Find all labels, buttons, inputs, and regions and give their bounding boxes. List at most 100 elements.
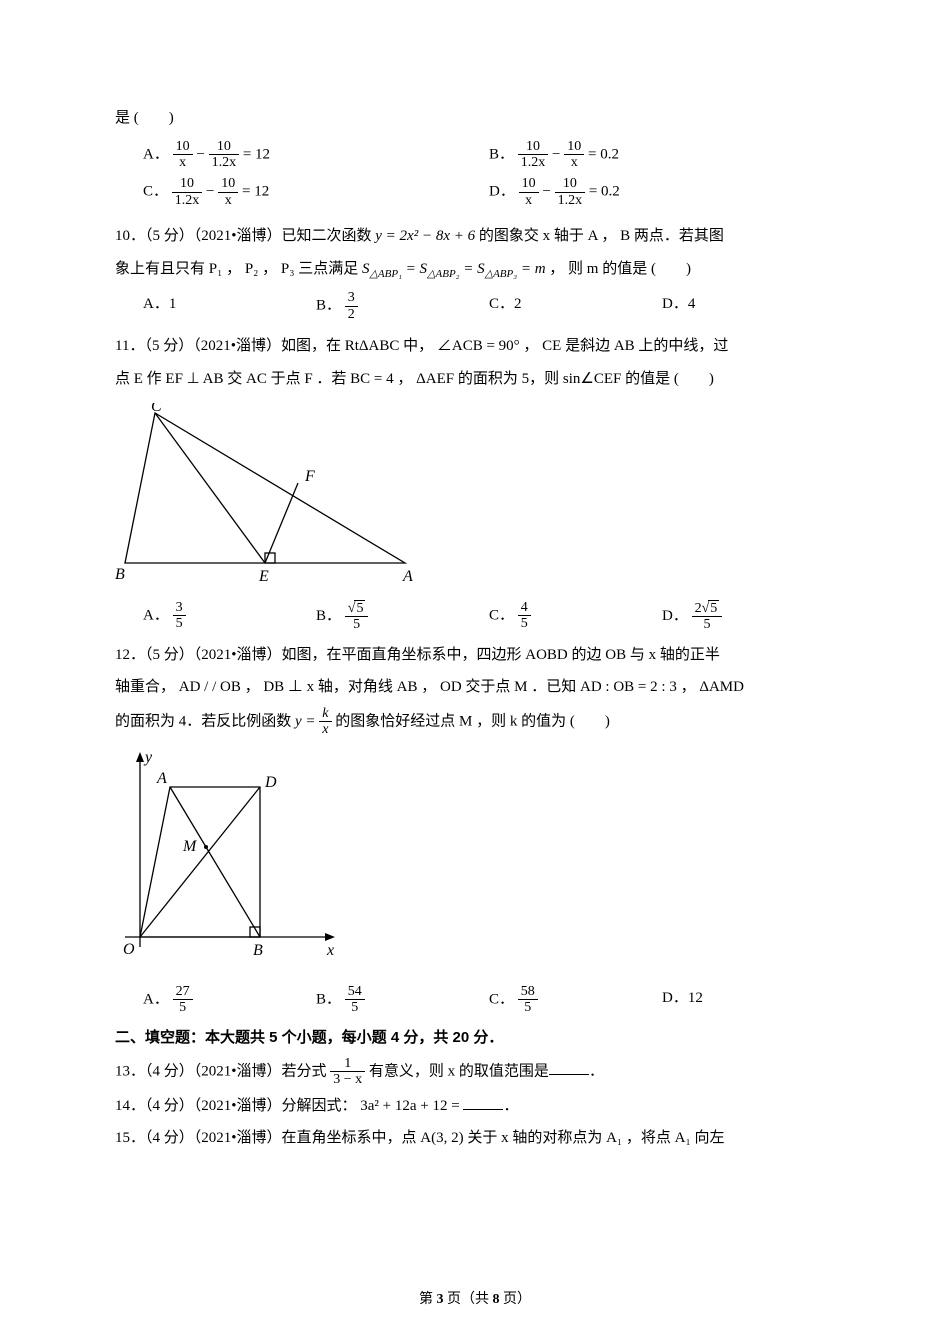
q11-opt-b: B． 55	[316, 600, 489, 633]
footer-c: 页（共	[444, 1292, 493, 1307]
q10-l2b: ， 则 m 的值是 ( )	[546, 261, 691, 277]
q10-line2: 象上有且只有 P₁ ， P₂ ， P₃ 三点满足 S△ABP₁ = S△ABP₂…	[115, 255, 835, 285]
q12-l3b: 的图象恰好经过点 M ，则 k 的值为 ( )	[332, 713, 610, 729]
q12-label-o: O	[123, 941, 135, 958]
q12-point-m	[204, 845, 208, 849]
q10-opt-b: B． 32	[316, 290, 489, 322]
q12-a-den: 5	[173, 999, 193, 1015]
q12-opt-a: A． 275	[143, 984, 316, 1016]
q9-d-rhs: = 0.2	[589, 184, 620, 200]
q10-b-den: 2	[345, 306, 358, 322]
q9-a-n1: 10	[173, 139, 193, 154]
q11-d-coeff: 2	[695, 601, 702, 616]
q15-line: 15．（4 分）（2021•淄博）在直角坐标系中，点 A(3, 2) 关于 x …	[115, 1124, 835, 1153]
q12-figure: y x O A D M B	[115, 747, 835, 978]
page-footer: 第 3 页（共 8 页）	[0, 1287, 950, 1314]
q11-label-c: C	[151, 403, 162, 415]
q9-a-d1: x	[173, 154, 193, 170]
q10-options: A．1 B． 32 C．2 D．4	[143, 290, 835, 322]
q9-b-n2: 10	[564, 139, 584, 154]
q10-l1a: 10．（5 分）（2021•淄博）已知二次函数	[115, 228, 375, 244]
q11-c-den: 5	[518, 615, 531, 631]
q12-label-y: y	[143, 749, 153, 766]
q9-opt-c: C． 101.2x − 10x = 12	[143, 176, 489, 208]
q12-line1: 12．（5 分）（2021•淄博）如图，在平面直角坐标系中，四边形 AOBD 的…	[115, 641, 835, 670]
q13-num: 1	[330, 1056, 365, 1071]
section2-heading: 二、填空题：本大题共 5 个小题，每小题 4 分，共 20 分．	[115, 1024, 835, 1053]
q9-b-label: B．	[489, 146, 514, 162]
q9-b-d2: x	[564, 154, 584, 170]
q11-opt-c: C． 45	[489, 600, 662, 633]
q9-c-d2: x	[218, 192, 238, 208]
q10-b-label: B．	[316, 298, 341, 314]
q11-label-a: A	[402, 568, 413, 583]
q11-d-label: D．	[662, 608, 688, 624]
footer-e: 页）	[500, 1292, 532, 1307]
q12-label-b: B	[253, 942, 263, 959]
footer-total: 8	[493, 1292, 500, 1307]
q9-c-d1: 1.2x	[172, 192, 203, 208]
q12-a-label: A．	[143, 991, 169, 1007]
q12-line2: 轴重合， AD / / OB ， DB ⊥ x 轴，对角线 AB ， OD 交于…	[115, 673, 835, 702]
q11-c-label: C．	[489, 607, 514, 623]
q12-c-den: 5	[518, 999, 538, 1015]
q12-l3a: 的面积为 4．若反比例函数	[115, 713, 295, 729]
q12-coord-svg: y x O A D M B	[115, 747, 345, 967]
q11-a-label: A．	[143, 607, 169, 623]
q10-eq2: S△ABP₁ = S△ABP₂ = S△ABP₃ = m	[362, 261, 546, 277]
q9-c-n2: 10	[218, 176, 238, 191]
q12-b-label: B．	[316, 991, 341, 1007]
q11-a-num: 3	[173, 600, 186, 615]
q11-b-label: B．	[316, 608, 341, 624]
q12-label-x: x	[326, 942, 334, 959]
q9-row1: A． 10x − 101.2x = 12 B． 101.2x − 10x = 0…	[143, 139, 835, 171]
q10-opt-d: D．4	[662, 290, 835, 322]
q9-a-label: A．	[143, 146, 169, 162]
q12-opt-c: C． 585	[489, 984, 662, 1016]
q9-stem-tail: 是 ( )	[115, 104, 835, 133]
q12-eq-num: k	[319, 706, 331, 721]
q11-a-den: 5	[173, 615, 186, 631]
q12-label-m: M	[182, 838, 198, 855]
q12-c-label: C．	[489, 991, 514, 1007]
q11-b-sqrt: 5	[354, 600, 365, 616]
q12-b-num: 54	[345, 984, 365, 999]
q9-opt-b: B． 101.2x − 10x = 0.2	[489, 139, 835, 171]
q10-b-num: 3	[345, 290, 358, 305]
q12-label-a: A	[156, 770, 167, 787]
q12-eq-pre: y =	[295, 713, 319, 729]
q12-b-den: 5	[345, 999, 365, 1015]
q9-c-n1: 10	[172, 176, 203, 191]
q11-c-num: 4	[518, 600, 531, 615]
q9-opt-a: A． 10x − 101.2x = 12	[143, 139, 489, 171]
q9-opt-d: D． 10x − 101.2x = 0.2	[489, 176, 835, 208]
q12-options: A． 275 B． 545 C． 585 D．12	[143, 984, 835, 1016]
q11-line2: 点 E 作 EF ⊥ AB 交 AC 于点 F ．若 BC = 4 ， ΔAEF…	[115, 365, 835, 394]
q10-opt-a: A．1	[143, 290, 316, 322]
footer-a: 第	[419, 1292, 437, 1307]
q10-line1: 10．（5 分）（2021•淄博）已知二次函数 y = 2x² − 8x + 6…	[115, 222, 835, 251]
q14-blank	[463, 1094, 503, 1110]
q11-line1: 11．（5 分）（2021•淄博）如图，在 RtΔABC 中， ∠ACB = 9…	[115, 332, 835, 361]
q12-a-num: 27	[173, 984, 193, 999]
q11-label-b: B	[115, 566, 125, 583]
q12-opt-d: D．12	[662, 984, 835, 1016]
q10-eq1: y = 2x² − 8x + 6	[375, 228, 475, 244]
q11-d-sqrt: 5	[708, 600, 719, 616]
q13-blank	[549, 1059, 589, 1075]
q10-l2a: 象上有且只有 P₁ ， P₂ ， P₃ 三点满足	[115, 261, 362, 277]
q13-a: 13．（4 分）（2021•淄博）若分式	[115, 1063, 330, 1079]
q13-den: 3 − x	[330, 1071, 365, 1087]
q11-d-num: 25	[692, 600, 723, 616]
q9-d-label: D．	[489, 184, 515, 200]
q11-figure: C B E A F	[115, 403, 835, 594]
q9-row2: C． 101.2x − 10x = 12 D． 10x − 101.2x = 0…	[143, 176, 835, 208]
q14-tail: ．	[503, 1098, 518, 1114]
q9-c-rhs: = 12	[242, 184, 269, 200]
q9-b-d1: 1.2x	[518, 154, 549, 170]
q13-tail: ．	[589, 1063, 604, 1079]
footer-pagenum: 3	[437, 1292, 444, 1307]
q11-b-num: 5	[345, 600, 369, 616]
q9-c-label: C．	[143, 184, 168, 200]
q9-d-d1: x	[519, 192, 539, 208]
